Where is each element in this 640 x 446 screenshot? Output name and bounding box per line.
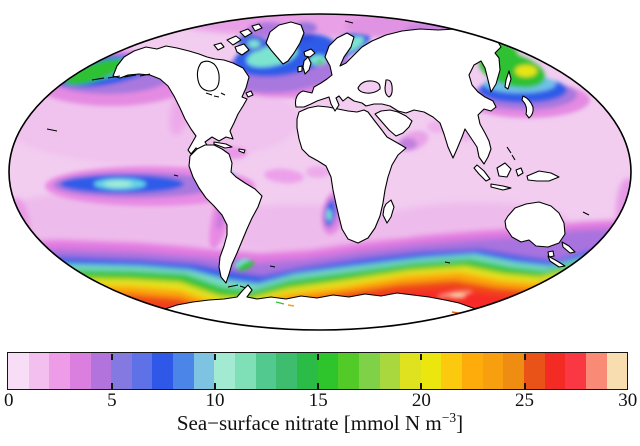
colorbar-segment <box>193 353 215 389</box>
tasmania <box>547 250 555 258</box>
colorbar-segment <box>482 353 504 389</box>
colorbar-tick-label: 5 <box>107 390 117 411</box>
iceland <box>303 48 316 58</box>
colorbar-segment <box>544 353 566 389</box>
colorbar-tick-label: 0 <box>3 390 14 411</box>
aleutian-islands <box>91 73 151 81</box>
colorbar-segment <box>131 353 153 389</box>
black-sea <box>357 80 381 94</box>
ireland <box>297 65 303 73</box>
ocean <box>9 14 631 330</box>
new-zealand-north <box>561 241 576 254</box>
colorbar-segment <box>214 353 236 389</box>
colorbar-segment <box>69 353 91 389</box>
arabian-peninsula <box>374 109 413 137</box>
colorbar-segment <box>49 353 70 389</box>
colorbar-segment <box>524 353 545 389</box>
colorbar-segment <box>235 353 256 389</box>
great-lakes <box>205 92 226 98</box>
colorbar-segment <box>606 353 628 389</box>
colorbar-segment <box>379 353 401 389</box>
pacific-islands <box>46 128 590 268</box>
colorbar-title-text: Sea−surface nitrate [mmol N m <box>176 411 442 435</box>
colorbar-tick-label: 15 <box>308 390 328 411</box>
colorbar-segment <box>420 353 442 389</box>
colorbar-segment <box>152 353 174 389</box>
colorbar-segment <box>276 353 297 389</box>
continent-eurasia <box>294 28 502 165</box>
continent-south-america <box>188 144 263 284</box>
great-britain <box>302 56 312 75</box>
colorbar-title: Sea−surface nitrate [mmol N m−3] <box>0 410 640 436</box>
caribbean-islands <box>213 141 246 154</box>
colorbar-segment <box>338 353 359 389</box>
sakhalin <box>504 70 512 90</box>
borneo <box>496 162 512 178</box>
colorbar-segment <box>255 353 277 389</box>
new-zealand-south <box>547 255 566 268</box>
continent-greenland <box>265 21 305 65</box>
continent-australia <box>504 201 566 248</box>
sulawesi <box>515 167 524 177</box>
sumatra <box>473 164 491 182</box>
japan <box>521 95 534 119</box>
colorbar-tick-labels: 0 5 10 15 20 25 30 <box>4 390 637 413</box>
colorbar-segment <box>8 353 29 389</box>
colorbar-segment <box>296 353 318 389</box>
colorbar-segment <box>173 353 194 389</box>
colorbar-tick-label: 10 <box>205 390 225 411</box>
globe-outline <box>8 13 632 331</box>
colorbar-segment <box>585 353 607 389</box>
hudson-bay <box>196 60 220 92</box>
colorbar-segment <box>565 353 586 389</box>
colorbar-segment <box>28 353 50 389</box>
colorbar-segment <box>317 353 339 389</box>
colorbar-segment <box>90 353 112 389</box>
svalbard <box>344 20 354 24</box>
caspian-sea <box>384 79 393 98</box>
colorbar-title-exponent: −3 <box>441 410 457 425</box>
colorbar-tick-label: 20 <box>411 390 431 411</box>
arctic-islands <box>213 23 263 98</box>
colorbar-tick-label: 30 <box>618 390 638 411</box>
new-guinea <box>526 170 560 182</box>
colorbar-segment <box>400 353 421 389</box>
colorbar-title-close: ] <box>456 411 464 435</box>
madagascar <box>382 199 395 224</box>
colorbar-segment <box>462 353 483 389</box>
colorbar-segment <box>111 353 132 389</box>
colorbar-segment <box>441 353 463 389</box>
colorbar-segment <box>503 353 525 389</box>
world-map <box>8 13 632 331</box>
colorbar-tick-label: 25 <box>515 390 535 411</box>
java <box>490 183 512 191</box>
continent-africa <box>296 105 407 244</box>
colorbar <box>7 352 628 390</box>
colorbar-segment <box>358 353 380 389</box>
philippines <box>506 146 516 161</box>
